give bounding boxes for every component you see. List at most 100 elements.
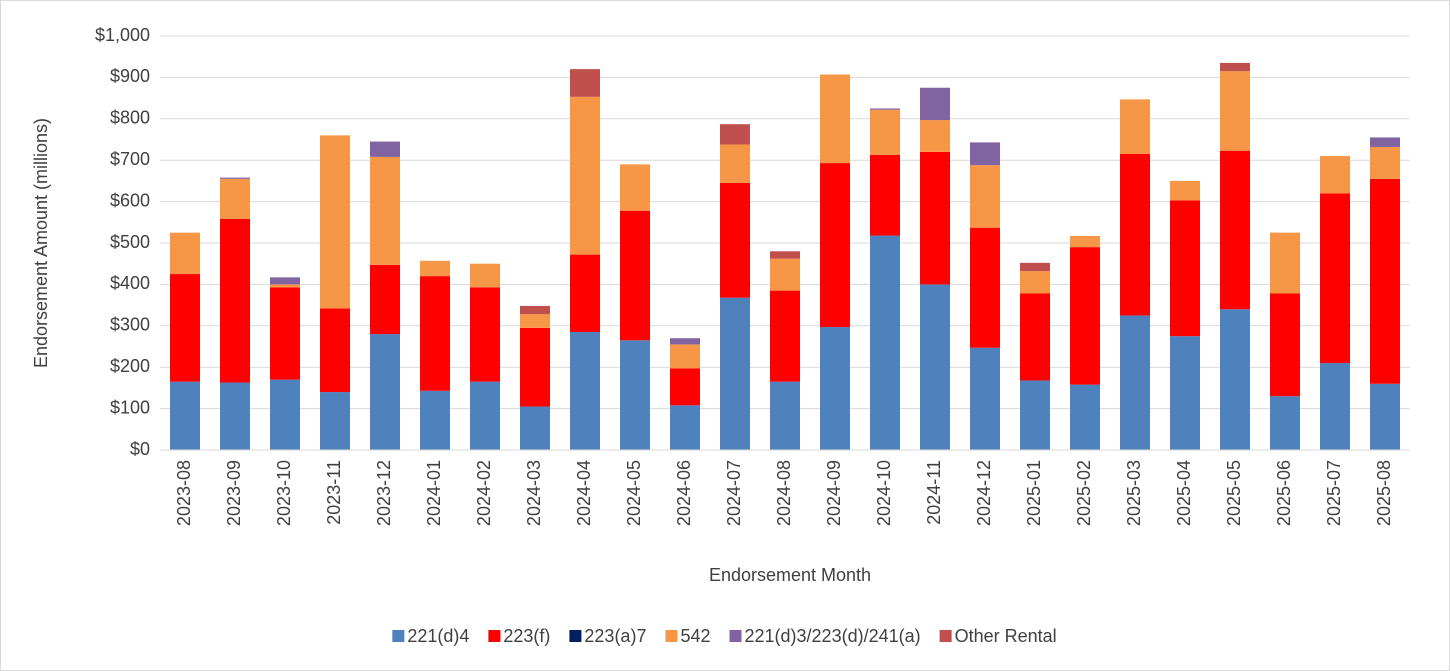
bar-segment [1370, 178, 1400, 384]
bar-segment [620, 210, 650, 341]
bar-segment [1170, 336, 1200, 450]
bar-segment [1320, 156, 1350, 194]
bar-segment [1070, 384, 1100, 450]
bar-segment [170, 274, 200, 382]
bar-segment [270, 277, 300, 285]
bar-segment [970, 142, 1000, 166]
bar-segment [720, 124, 750, 145]
x-tick-label: 2025-03 [1124, 460, 1144, 526]
bar-segment [1120, 315, 1150, 450]
y-tick-label: $700 [110, 149, 150, 169]
legend-swatch [939, 630, 952, 642]
bar-segment [220, 177, 250, 179]
bar-segment [220, 218, 250, 383]
legend-label: 542 [680, 626, 710, 646]
bar-segment [470, 263, 500, 288]
bar-segment [1170, 200, 1200, 337]
y-tick-label: $1,000 [95, 25, 150, 45]
bar-segment [670, 338, 700, 345]
bar-segment [770, 251, 800, 259]
y-axis-title: Endorsement Amount (millions) [31, 118, 51, 368]
y-tick-label: $300 [110, 315, 150, 335]
bar-segment [570, 69, 600, 97]
bar-segment [1320, 193, 1350, 364]
bar-segment [470, 287, 500, 382]
y-tick-label: $100 [110, 397, 150, 417]
bar-segment [570, 254, 600, 333]
x-tick-label: 2023-08 [174, 460, 194, 526]
bar-segment [720, 144, 750, 183]
x-tick-label: 2024-04 [574, 460, 594, 526]
x-tick-label: 2024-01 [424, 460, 444, 526]
bar-segment [870, 154, 900, 236]
x-tick-label: 2025-02 [1074, 460, 1094, 526]
legend-swatch [392, 630, 405, 642]
bar-segment [370, 156, 400, 265]
bar-segment [720, 182, 750, 298]
bar-segment [820, 74, 850, 164]
legend-label: 221(d)3/223(d)/241(a) [745, 626, 921, 646]
bar-segment [320, 135, 350, 309]
x-tick-label: 2023-10 [274, 460, 294, 526]
x-tick-label: 2025-01 [1024, 460, 1044, 526]
x-tick-label: 2024-07 [724, 460, 744, 526]
y-tick-label: $400 [110, 273, 150, 293]
bar-segment [970, 347, 1000, 450]
bar-segment [1370, 146, 1400, 179]
bar-segment [370, 334, 400, 450]
bar-segment [670, 344, 700, 369]
bar-segment [720, 297, 750, 450]
x-tick-label: 2024-12 [974, 460, 994, 526]
bar-segment [520, 406, 550, 450]
x-tick-label: 2024-11 [924, 460, 944, 525]
bar-segment [770, 381, 800, 450]
x-tick-label: 2024-05 [624, 460, 644, 526]
bar-segment [270, 379, 300, 450]
bar-segment [520, 314, 550, 328]
legend-swatch [729, 630, 742, 642]
y-tick-label: $500 [110, 232, 150, 252]
bar-segment [1020, 271, 1050, 294]
bar-segment [1220, 309, 1250, 450]
bar-segment [170, 381, 200, 450]
y-tick-label: $600 [110, 190, 150, 210]
bar-segment [270, 284, 300, 288]
x-tick-label: 2023-12 [374, 460, 394, 526]
x-tick-label: 2024-08 [774, 460, 794, 526]
y-tick-label: $800 [110, 108, 150, 128]
bar-segment [1270, 293, 1300, 397]
legend-label: Other Rental [955, 626, 1057, 646]
x-tick-label: 2025-07 [1324, 460, 1344, 526]
x-tick-label: 2024-06 [674, 460, 694, 526]
bar-segment [570, 332, 600, 450]
bar-segment [1320, 363, 1350, 450]
bar-segment [170, 232, 200, 275]
bar-segment [1020, 262, 1050, 272]
bar-segment [1270, 396, 1300, 450]
bar-segment [620, 340, 650, 450]
x-tick-label: 2023-09 [224, 460, 244, 526]
x-tick-label: 2023-11 [324, 460, 344, 525]
bar-segment [1070, 235, 1100, 248]
bar-segment [1370, 137, 1400, 147]
bar-segment [1370, 383, 1400, 450]
bar-segment [420, 276, 450, 391]
bar-segment [270, 287, 300, 380]
bar-segment [1220, 62, 1250, 72]
bar-segment [920, 284, 950, 450]
bar-segment [820, 163, 850, 328]
x-tick-label: 2024-02 [474, 460, 494, 526]
x-tick-label: 2024-10 [874, 460, 894, 526]
x-tick-label: 2025-05 [1224, 460, 1244, 526]
legend-swatch [569, 630, 582, 642]
bar-segment [920, 120, 950, 152]
bar-segment [920, 87, 950, 121]
x-axis-title: Endorsement Month [709, 565, 871, 585]
x-tick-label: 2025-04 [1174, 460, 1194, 526]
y-tick-label: $200 [110, 356, 150, 376]
bar-segment [420, 390, 450, 450]
legend-label: 223(a)7 [584, 626, 646, 646]
bar-segment [1070, 247, 1100, 385]
bar-segment [820, 327, 850, 450]
